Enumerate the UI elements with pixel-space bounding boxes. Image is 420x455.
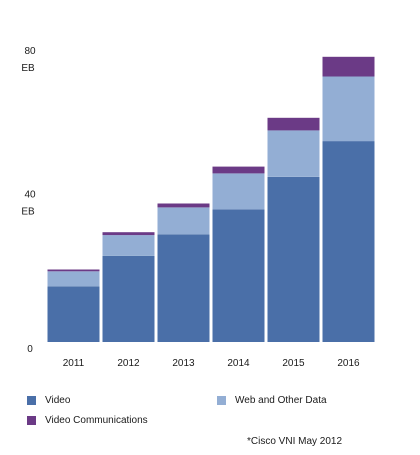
legend-item-video: Video xyxy=(27,395,70,406)
y-tick-unit-40: EB xyxy=(21,207,35,218)
bar-web-and-other-data-2011 xyxy=(47,271,100,287)
bar-video-2015 xyxy=(267,177,320,342)
legend-item-video-communications: Video Communications xyxy=(27,415,148,426)
bar-video-communications-2015 xyxy=(267,117,320,131)
bar-video-communications-2011 xyxy=(47,269,100,272)
legend-swatch-video-communications xyxy=(27,416,36,425)
bar-web-and-other-data-2014 xyxy=(212,173,265,210)
x-tick-label-2016: 2016 xyxy=(337,358,360,369)
y-tick-label-0: 0 xyxy=(27,344,33,355)
bar-video-communications-2014 xyxy=(212,166,265,174)
x-tick-label-2013: 2013 xyxy=(172,358,195,369)
legend-swatch-web-and-other-data xyxy=(217,396,226,405)
bar-video-communications-2016 xyxy=(322,56,375,77)
x-tick-label-2011: 2011 xyxy=(63,358,85,369)
legend-label-video-communications: Video Communications xyxy=(45,415,148,426)
bar-video-2011 xyxy=(47,286,100,342)
y-tick-unit-80: EB xyxy=(21,63,35,74)
y-axis: 80 EB 40 EB 0 xyxy=(21,46,36,355)
bar-video-communications-2012 xyxy=(102,232,155,236)
legend-item-web-and-other-data: Web and Other Data xyxy=(217,395,327,406)
y-tick-label-80: 80 xyxy=(24,46,36,57)
bar-video-2014 xyxy=(212,209,265,342)
bar-video-2012 xyxy=(102,255,155,342)
x-axis: 2011 2012 2013 2014 2015 2016 xyxy=(63,358,360,369)
bars xyxy=(47,56,375,342)
bar-web-and-other-data-2012 xyxy=(102,235,155,256)
stacked-bar-chart: 80 EB 40 EB 0 2011 2012 2013 2014 2015 2016 xyxy=(21,46,375,369)
bar-video-communications-2013 xyxy=(157,203,210,208)
bar-web-and-other-data-2016 xyxy=(322,76,375,142)
y-tick-label-40: 40 xyxy=(24,190,36,201)
legend-swatch-video xyxy=(27,396,36,405)
legend-label-web-and-other-data: Web and Other Data xyxy=(235,395,327,406)
x-tick-label-2012: 2012 xyxy=(117,358,140,369)
bar-web-and-other-data-2015 xyxy=(267,130,320,177)
x-tick-label-2014: 2014 xyxy=(227,358,250,369)
bar-video-2016 xyxy=(322,141,375,342)
bar-web-and-other-data-2013 xyxy=(157,207,210,235)
bar-video-2013 xyxy=(157,234,210,342)
source-note: *Cisco VNI May 2012 xyxy=(247,436,343,447)
legend-label-video: Video xyxy=(45,395,71,406)
x-tick-label-2015: 2015 xyxy=(282,358,305,369)
